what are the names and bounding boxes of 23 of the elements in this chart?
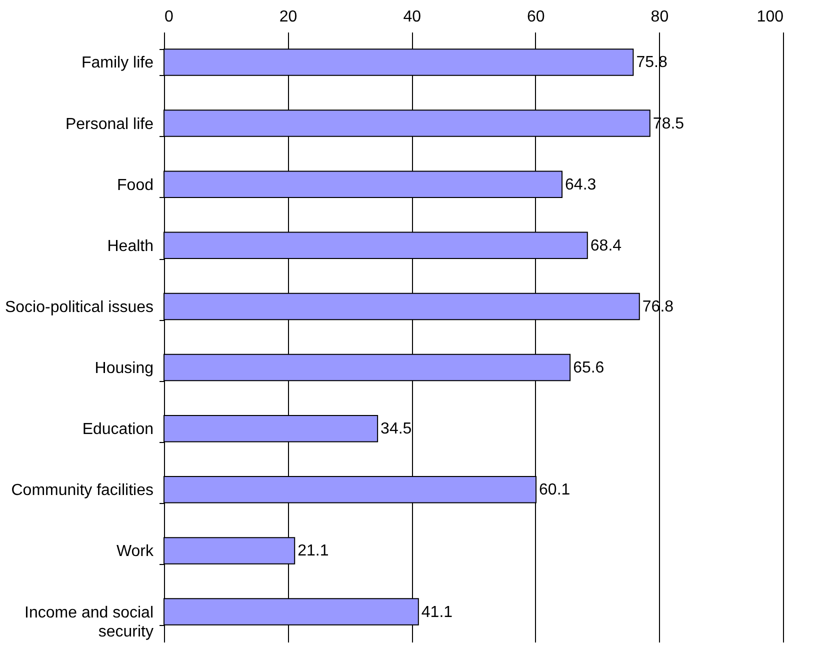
x-tick-label: 20 <box>279 8 298 26</box>
y-tick-label: Family life <box>81 54 154 72</box>
y-tick-label: Health <box>107 238 154 255</box>
y-tick-label: Food <box>117 176 154 194</box>
y-tick-label: Income and social security <box>24 604 154 640</box>
x-tick-label: 60 <box>527 8 545 26</box>
y-tick-label: Community facilities <box>11 482 154 500</box>
data-label: 65.6 <box>573 360 604 377</box>
y-tick-label: Socio-political issues <box>4 298 154 316</box>
data-label: 60.1 <box>539 482 570 499</box>
data-label: 34.5 <box>380 420 412 438</box>
y-tick-label: Personal life <box>65 116 154 133</box>
x-tick-label: 80 <box>650 8 669 26</box>
data-label: 64.3 <box>565 176 596 194</box>
y-tick-label: Housing <box>94 360 154 378</box>
data-label: 21.1 <box>298 542 329 560</box>
data-label: 68.4 <box>590 237 622 254</box>
x-tick-label: 0 <box>164 8 174 26</box>
x-tick-label: 40 <box>403 8 422 26</box>
x-tick-label: 100 <box>756 8 784 26</box>
data-label: 41.1 <box>421 604 453 621</box>
y-tick-label: Work <box>116 543 154 560</box>
y-tick-label: Education <box>82 421 154 438</box>
